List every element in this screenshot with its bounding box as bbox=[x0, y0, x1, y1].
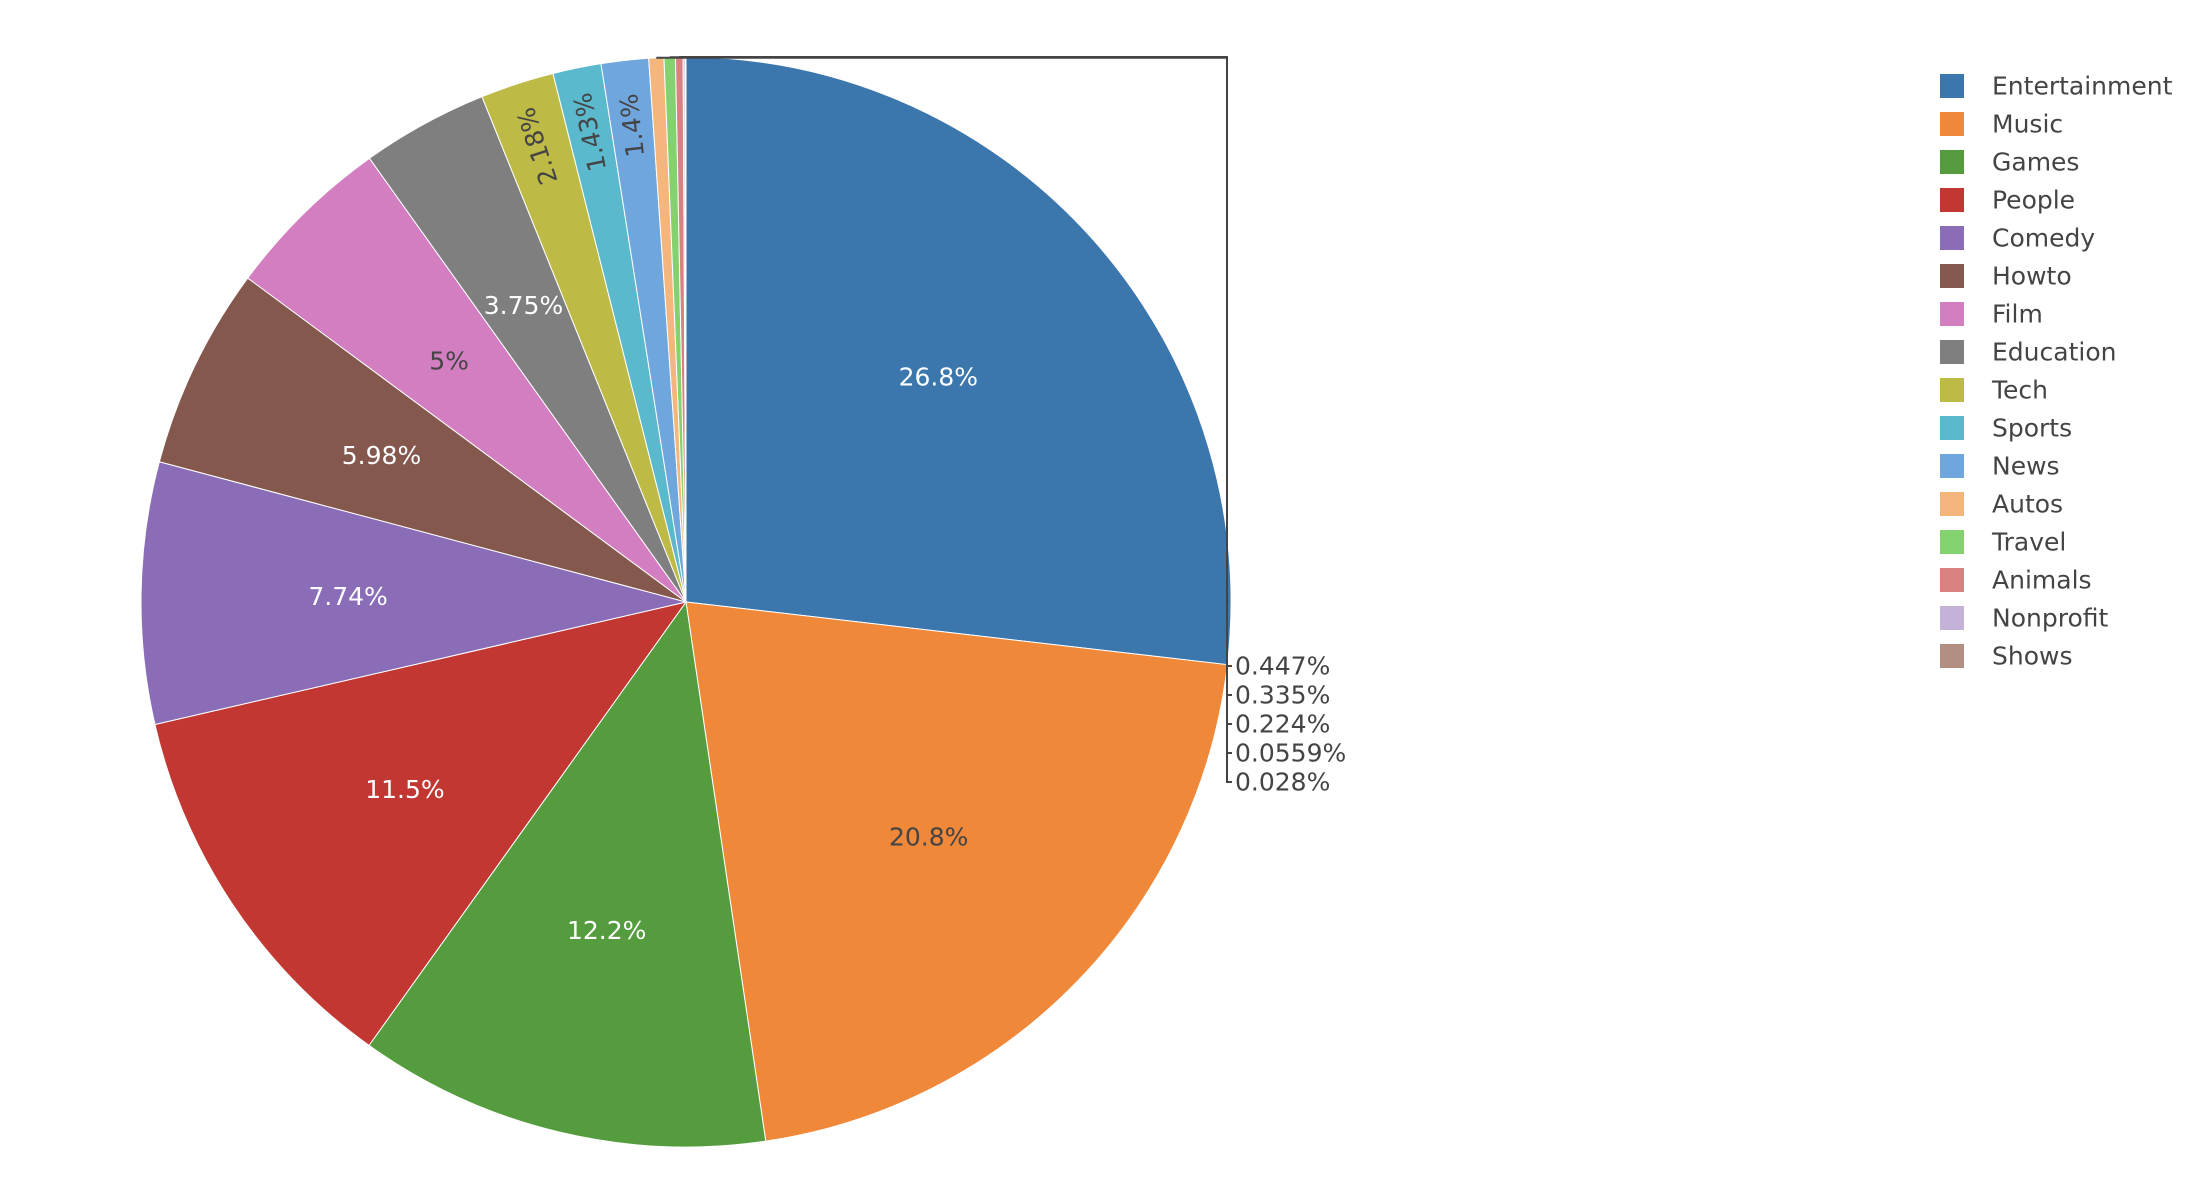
legend-swatch bbox=[1940, 530, 1964, 554]
legend-item-nonprofit[interactable]: Nonprofit bbox=[1940, 604, 2108, 633]
slice-label-education: 3.75% bbox=[484, 291, 563, 320]
legend-swatch bbox=[1940, 226, 1964, 250]
legend-swatch bbox=[1940, 340, 1964, 364]
legend-item-sports[interactable]: Sports bbox=[1940, 414, 2072, 443]
slice-label-howto: 5.98% bbox=[342, 441, 421, 470]
pie-slice-entertainment[interactable] bbox=[685, 56, 1232, 666]
legend-item-music[interactable]: Music bbox=[1940, 110, 2063, 139]
pie-slice-games[interactable] bbox=[368, 600, 767, 1148]
legend-label: Education bbox=[1992, 338, 2116, 367]
legend-item-autos[interactable]: Autos bbox=[1940, 490, 2063, 519]
pie-slice-people[interactable] bbox=[154, 601, 688, 1047]
slice-label-travel: 0.335% bbox=[1235, 681, 1330, 710]
legend-item-animals[interactable]: Animals bbox=[1940, 566, 2092, 595]
legend-label: Tech bbox=[1991, 376, 2048, 405]
legend-item-film[interactable]: Film bbox=[1940, 300, 2043, 329]
slice-labels: 26.8%20.8%12.2%11.5%7.74%5.98%5%3.75%2.1… bbox=[308, 90, 1346, 945]
legend-swatch bbox=[1940, 264, 1964, 288]
slice-label-people: 11.5% bbox=[365, 775, 444, 804]
legend-item-howto[interactable]: Howto bbox=[1940, 262, 2072, 291]
legend-label: Comedy bbox=[1992, 224, 2095, 253]
legend-item-tech[interactable]: Tech bbox=[1940, 376, 2048, 405]
legend-item-education[interactable]: Education bbox=[1940, 338, 2116, 367]
legend-swatch bbox=[1940, 378, 1964, 402]
slice-label-comedy: 7.74% bbox=[308, 582, 387, 611]
legend-item-comedy[interactable]: Comedy bbox=[1940, 224, 2095, 253]
legend-label: Shows bbox=[1992, 642, 2072, 671]
legend-label: Travel bbox=[1991, 528, 2066, 557]
legend-label: Entertainment bbox=[1992, 72, 2173, 101]
legend-swatch bbox=[1940, 606, 1964, 630]
pie-slice-howto[interactable] bbox=[158, 277, 687, 603]
pie-slice-comedy[interactable] bbox=[140, 461, 687, 726]
legend-item-shows[interactable]: Shows bbox=[1940, 642, 2072, 671]
legend-label: Music bbox=[1992, 110, 2063, 139]
legend-label: News bbox=[1992, 452, 2060, 481]
legend-label: Sports bbox=[1992, 414, 2072, 443]
slice-label-games: 12.2% bbox=[567, 916, 646, 945]
slice-label-animals: 0.224% bbox=[1235, 710, 1330, 739]
legend-item-entertainment[interactable]: Entertainment bbox=[1940, 72, 2173, 101]
legend-item-news[interactable]: News bbox=[1940, 452, 2060, 481]
pie-slice-film[interactable] bbox=[247, 157, 687, 603]
legend-label: Games bbox=[1992, 148, 2079, 177]
legend-swatch bbox=[1940, 302, 1964, 326]
slice-label-nonprofit: 0.0559% bbox=[1235, 739, 1346, 768]
legend-swatch bbox=[1940, 150, 1964, 174]
legend-label: Nonprofit bbox=[1992, 604, 2108, 633]
slice-label-autos: 0.447% bbox=[1235, 652, 1330, 681]
legend-item-travel[interactable]: Travel bbox=[1940, 528, 2066, 557]
legend-swatch bbox=[1940, 112, 1964, 136]
legend-swatch bbox=[1940, 454, 1964, 478]
legend-swatch bbox=[1940, 188, 1964, 212]
pie-slice-music[interactable] bbox=[685, 601, 1228, 1142]
leader-line-shows bbox=[685, 56, 1232, 783]
legend-label: Howto bbox=[1992, 262, 2072, 291]
legend-label: Animals bbox=[1992, 566, 2092, 595]
slice-label-entertainment: 26.8% bbox=[899, 363, 978, 392]
legend-item-people[interactable]: People bbox=[1940, 186, 2075, 215]
pie-slices bbox=[140, 56, 1232, 1148]
legend-swatch bbox=[1940, 416, 1964, 440]
legend-swatch bbox=[1940, 74, 1964, 98]
legend: Entertainment Music Games People Comedy Howto… bbox=[1940, 72, 2173, 671]
slice-label-news: 1.4% bbox=[614, 92, 650, 158]
legend-label: Film bbox=[1992, 300, 2043, 329]
slice-label-shows: 0.028% bbox=[1235, 768, 1330, 797]
legend-label: Autos bbox=[1992, 490, 2063, 519]
slice-label-film: 5% bbox=[429, 347, 469, 376]
legend-swatch bbox=[1940, 644, 1964, 668]
legend-label: People bbox=[1992, 186, 2075, 215]
legend-item-games[interactable]: Games bbox=[1940, 148, 2079, 177]
slice-label-music: 20.8% bbox=[889, 823, 968, 852]
outside-label-leaders bbox=[656, 56, 1232, 783]
legend-swatch bbox=[1940, 492, 1964, 516]
legend-swatch bbox=[1940, 568, 1964, 592]
